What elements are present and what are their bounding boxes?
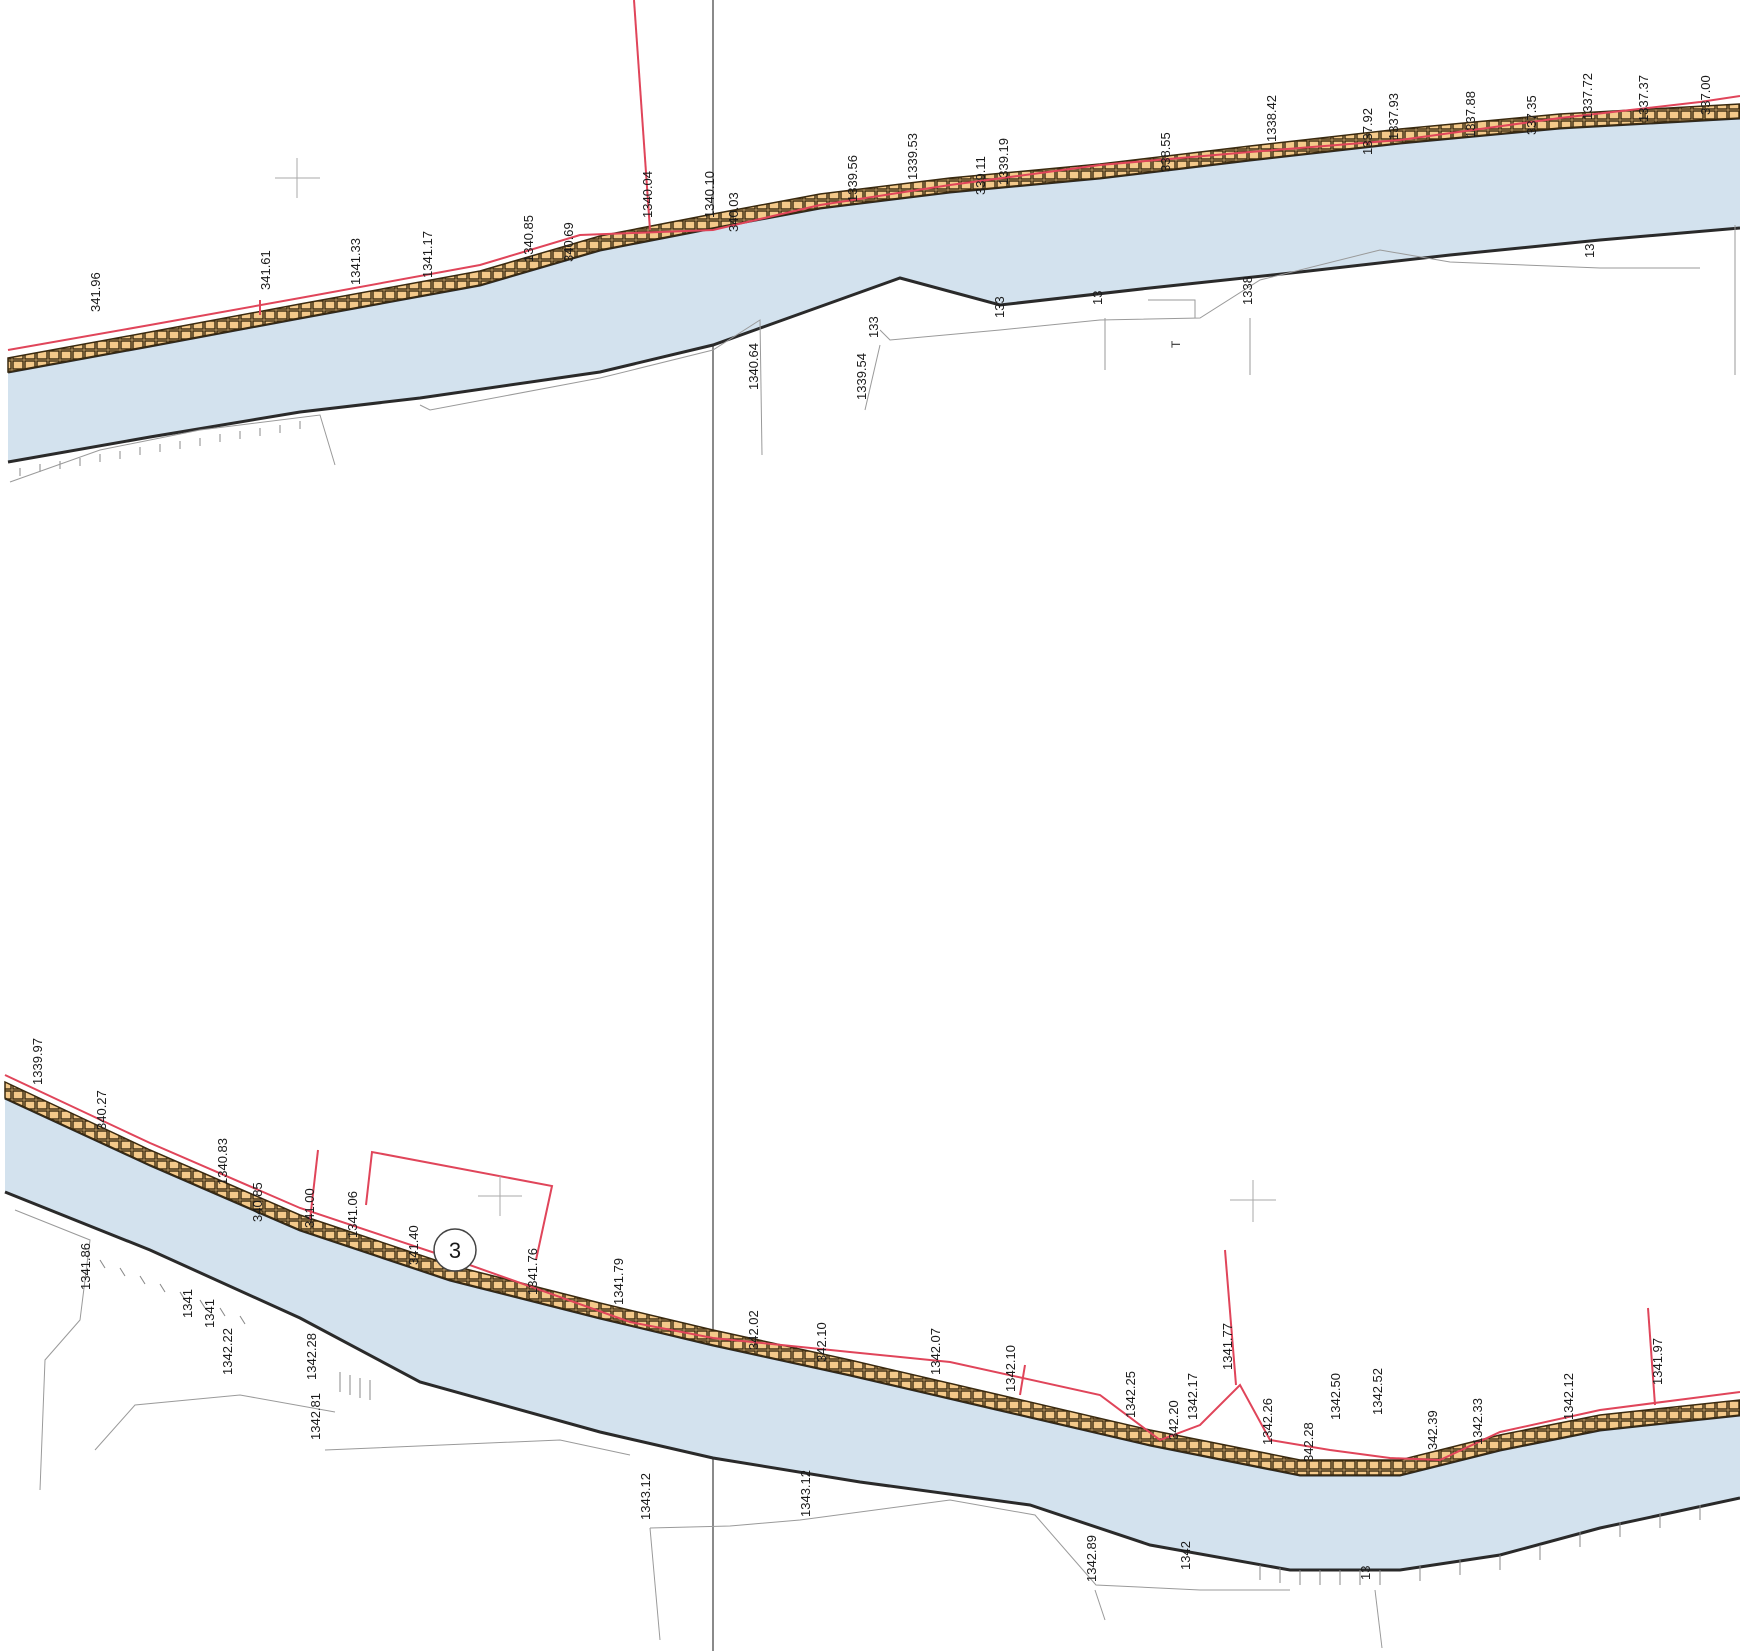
elev-label: 342.10 xyxy=(814,1322,829,1362)
elev-label: 1339.97 xyxy=(30,1038,45,1085)
elev-label: 1342.17 xyxy=(1185,1373,1200,1420)
bottom-parcel-spur-2 xyxy=(1224,1249,1237,1386)
elev-label: 1337.93 xyxy=(1386,93,1401,140)
elev-label: 1342.50 xyxy=(1328,1373,1343,1420)
bottom-survey-lines xyxy=(14,1209,1383,1649)
elev-label: 1341 xyxy=(202,1299,217,1328)
elev-label: 339.11 xyxy=(973,156,988,195)
elev-label: 342.39 xyxy=(1425,1410,1440,1450)
top-survey-lines xyxy=(9,225,1736,483)
elev-label: 341.40 xyxy=(406,1225,421,1265)
elev-label: 1337.72 xyxy=(1580,73,1595,120)
elev-label: 1341.17 xyxy=(420,231,435,278)
elev-label: 1342.12 xyxy=(1561,1373,1576,1420)
elev-label: 1342.07 xyxy=(928,1328,943,1375)
elev-label: 1339.54 xyxy=(854,353,869,400)
elev-label: 1341.76 xyxy=(525,1248,540,1295)
top-south-bank-line xyxy=(7,226,1740,464)
elev-label: 133 xyxy=(992,296,1007,318)
elev-label: 13 xyxy=(1582,244,1597,258)
elev-label: 1342 xyxy=(1178,1541,1193,1570)
elev-label: 1343.12 xyxy=(798,1470,813,1517)
elev-label: 341.00 xyxy=(302,1188,317,1228)
bottom-cross-marker-1 xyxy=(478,1176,522,1216)
elev-label: 1342.25 xyxy=(1123,1371,1138,1418)
section-circle-marker xyxy=(433,1228,477,1272)
elev-label: 1339.53 xyxy=(905,133,920,180)
elev-label: 1341.86 xyxy=(78,1243,93,1290)
elev-label: 13 xyxy=(1090,291,1105,305)
section-circle-label: 3 xyxy=(449,1238,461,1263)
top-cross-marker xyxy=(275,158,320,198)
bottom-river-section: 3 xyxy=(4,1038,1740,1649)
elev-label: 1339.19 xyxy=(996,138,1011,185)
top-river-water xyxy=(8,118,1740,462)
bottom-parcel-spur-4 xyxy=(1019,1364,1026,1396)
bottom-south-bank-line xyxy=(4,1190,1740,1572)
elev-label: 340.27 xyxy=(94,1090,109,1130)
elev-label: 340.03 xyxy=(726,192,741,232)
elev-label: 337.00 xyxy=(1698,75,1713,115)
elev-label: 1339.56 xyxy=(845,155,860,202)
elev-label: 1338 xyxy=(1240,276,1255,305)
elev-label: 1341.77 xyxy=(1220,1323,1235,1370)
top-elevation-labels: 341.96 341.61 1341.33 1341.17 1340.85 34… xyxy=(88,73,1713,400)
bottom-parcel-spur-3 xyxy=(1647,1307,1656,1406)
elev-label: 1342.22 xyxy=(220,1328,235,1375)
top-revetment-band xyxy=(7,103,1740,373)
top-river-section: T 341.96 341.61 1341.33 1341.17 1340.85 … xyxy=(7,0,1740,483)
elev-label: 1342.52 xyxy=(1370,1368,1385,1415)
top-parcel-spur xyxy=(633,0,651,231)
elev-label: 1340.04 xyxy=(640,171,655,218)
elev-label: 1343.12 xyxy=(638,1473,653,1520)
elev-label: 1341.97 xyxy=(1650,1338,1665,1385)
elev-label: 1337.88 xyxy=(1463,91,1478,138)
top-parcel-boundary xyxy=(7,95,1740,351)
elev-label: 1340.10 xyxy=(702,171,717,218)
elev-label: 1342.26 xyxy=(1260,1398,1275,1445)
elev-label: 341.96 xyxy=(88,272,103,312)
elev-label: 1342.28 xyxy=(304,1333,319,1380)
elev-label: 1342.10 xyxy=(1003,1345,1018,1392)
elev-label: 337.35 xyxy=(1524,95,1539,135)
elev-label: 1338.42 xyxy=(1264,95,1279,142)
elev-label: 342.20 xyxy=(1166,1400,1181,1440)
bottom-parcel-spurs xyxy=(309,1149,319,1221)
top-misc-label-t: T xyxy=(1169,340,1183,348)
elev-label: 1340.85 xyxy=(521,215,536,262)
elev-label: 1341.06 xyxy=(345,1191,360,1238)
elev-label: 340.69 xyxy=(561,222,576,262)
bottom-river-water xyxy=(5,1098,1740,1570)
elev-label: 1340.64 xyxy=(746,343,761,390)
elev-label: 342.02 xyxy=(746,1310,761,1350)
bottom-parcel-box xyxy=(365,1150,554,1261)
elev-label: 341.61 xyxy=(258,250,273,290)
bottom-elevation-labels: 1339.97 340.27 1340.83 340.85 341.00 134… xyxy=(30,1038,1665,1582)
bottom-revetment-band xyxy=(4,1080,1740,1476)
elev-label: 1337.92 xyxy=(1360,108,1375,155)
bottom-slope-hatching xyxy=(99,1259,1701,1585)
bottom-cross-marker-2 xyxy=(1230,1180,1276,1222)
elev-label: 13 xyxy=(1358,1566,1373,1580)
elev-label: 1340.83 xyxy=(215,1138,230,1185)
elev-label: 342.28 xyxy=(1301,1422,1316,1462)
elev-label: 1341.79 xyxy=(611,1258,626,1305)
elev-label: 1341.33 xyxy=(348,238,363,285)
elev-label: 340.85 xyxy=(250,1182,265,1222)
elev-label: 1342.81 xyxy=(308,1393,323,1440)
elev-label: 338.55 xyxy=(1158,132,1173,172)
elev-label: 133 xyxy=(866,316,881,338)
elev-label: 1337.37 xyxy=(1636,75,1651,122)
elev-label: 1342.89 xyxy=(1084,1535,1099,1582)
top-slope-hatching xyxy=(19,421,301,476)
elev-label: 1342.33 xyxy=(1470,1398,1485,1445)
elev-label: 1341 xyxy=(180,1289,195,1318)
